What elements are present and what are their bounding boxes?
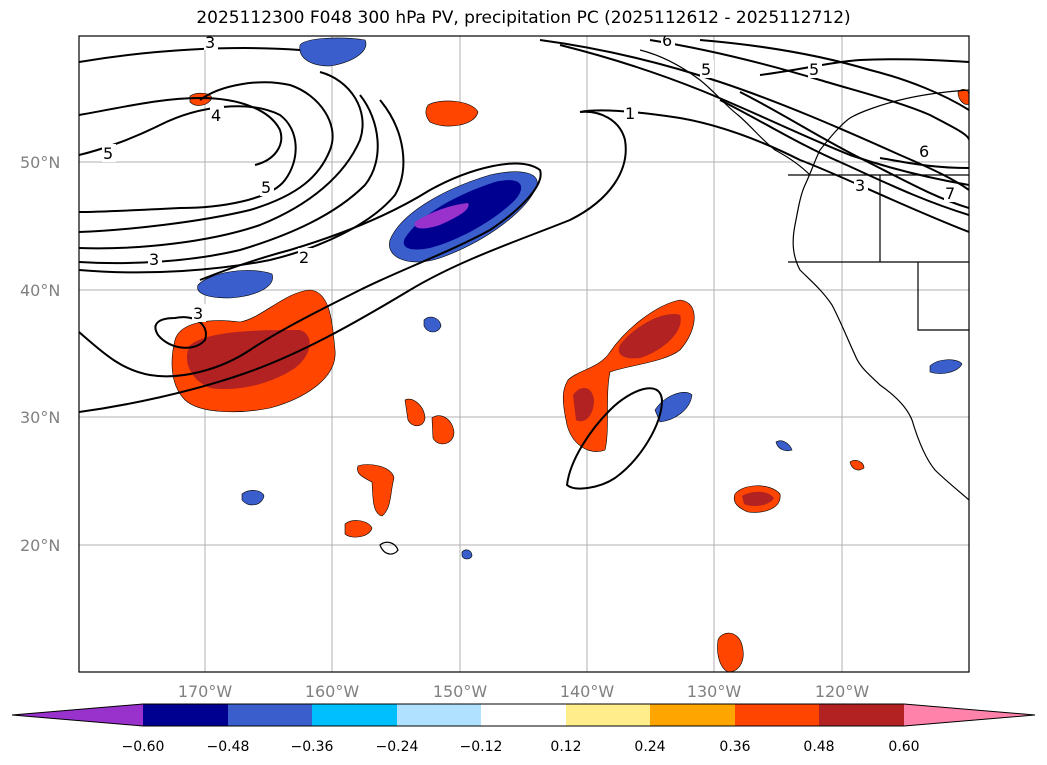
- colorbar-outline: [11, 703, 1036, 727]
- longitude-labels: 170°W 160°W 150°W 140°W 130°W 120°W: [178, 682, 870, 701]
- pv-contours: [79, 39, 969, 490]
- contour-label: 5: [103, 144, 113, 163]
- lat-label: 50°N: [20, 153, 60, 172]
- contour-label: 5: [701, 60, 711, 79]
- colorbar-tick-label: −0.36: [291, 739, 334, 755]
- contour-label: 2: [299, 248, 309, 267]
- colorbar-segment: [735, 704, 819, 726]
- colorbar-segment: [566, 704, 650, 726]
- contour-label: 6: [662, 31, 672, 50]
- colorbar-segment: [397, 704, 481, 726]
- lon-label: 120°W: [815, 682, 870, 701]
- lon-label: 170°W: [178, 682, 233, 701]
- contour-label: 5: [261, 178, 271, 197]
- map-frame: [78, 35, 970, 673]
- contour-label: 3: [149, 250, 159, 269]
- colorbar-tick-label: 0.24: [634, 739, 665, 755]
- colorbar-tick-label: −0.48: [207, 739, 250, 755]
- colorbar-tick-label: 0.36: [719, 739, 750, 755]
- contour-labels: 3 4 5 5 3 2 3 1 5 5 6 6 3 7: [102, 31, 958, 323]
- colorbar-tick-label: 0.12: [550, 739, 581, 755]
- colorbar-tick-label: −0.12: [460, 739, 503, 755]
- colorbar-segment: [312, 704, 397, 726]
- colorbar-segment: [650, 704, 735, 726]
- colorbar-segment: [228, 704, 312, 726]
- coastlines: [379, 49, 969, 555]
- colorbar-segment: [143, 704, 228, 726]
- colorbar-segment: [12, 704, 143, 726]
- lon-label: 130°W: [687, 682, 742, 701]
- lon-label: 150°W: [433, 682, 488, 701]
- contour-label: 5: [809, 60, 819, 79]
- contour-label: 3: [193, 304, 203, 323]
- lat-label: 30°N: [20, 408, 60, 427]
- lon-label: 140°W: [560, 682, 615, 701]
- lon-label: 160°W: [305, 682, 360, 701]
- colorbar-tick-label: −0.60: [122, 739, 165, 755]
- colorbar-segment: [481, 704, 566, 726]
- contour-label: 3: [205, 33, 215, 52]
- colorbar-tick-label: 0.48: [803, 739, 834, 755]
- colorbar: [11, 703, 1036, 727]
- lat-label: 20°N: [20, 536, 60, 555]
- contour-label: 1: [625, 104, 635, 123]
- contour-label: 4: [211, 106, 221, 125]
- colorbar-tick-labels: −0.60 −0.48 −0.36 −0.24 −0.12 0.12 0.24 …: [122, 739, 920, 755]
- contour-label: 6: [919, 142, 929, 161]
- colorbar-tick-label: 0.60: [888, 739, 919, 755]
- colorbar-tick-label: −0.24: [376, 739, 419, 755]
- map-title: 2025112300 F048 300 hPa PV, precipitatio…: [196, 8, 851, 28]
- colorbar-segment: [904, 704, 1035, 726]
- contour-label: 3: [855, 176, 865, 195]
- precipitation-shading: [171, 37, 969, 672]
- lat-label: 40°N: [20, 281, 60, 300]
- contour-label: 7: [945, 184, 955, 203]
- colorbar-segment: [819, 704, 904, 726]
- latitude-labels: 50°N 40°N 30°N 20°N: [20, 153, 60, 555]
